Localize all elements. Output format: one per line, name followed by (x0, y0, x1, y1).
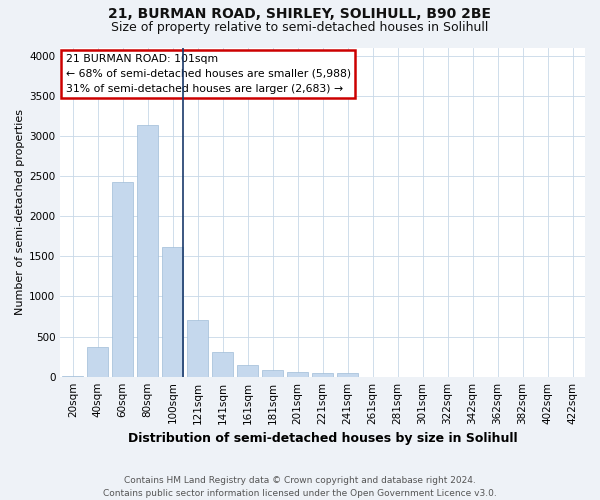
Bar (112, 182, 133, 376)
Text: Contains HM Land Registry data © Crown copyright and database right 2024.
Contai: Contains HM Land Registry data © Crown c… (103, 476, 497, 498)
Bar (312, 373, 333, 376)
X-axis label: Distribution of semi-detached houses by size in Solihull: Distribution of semi-detached houses by … (128, 432, 517, 445)
Bar (137, 126, 158, 376)
Bar (187, 320, 208, 376)
Bar (87, 347, 109, 376)
Y-axis label: Number of semi-detached properties: Number of semi-detached properties (15, 109, 25, 315)
Bar (162, 246, 184, 376)
Bar (337, 374, 358, 376)
Text: 21, BURMAN ROAD, SHIRLEY, SOLIHULL, B90 2BE: 21, BURMAN ROAD, SHIRLEY, SOLIHULL, B90 … (109, 8, 491, 22)
Text: 21 BURMAN ROAD: 101sqm
← 68% of semi-detached houses are smaller (5,988)
31% of : 21 BURMAN ROAD: 101sqm ← 68% of semi-det… (65, 54, 350, 94)
Bar (237, 364, 258, 376)
Text: Size of property relative to semi-detached houses in Solihull: Size of property relative to semi-detach… (112, 21, 488, 34)
Bar (287, 372, 308, 376)
Bar (262, 370, 283, 376)
Bar (212, 352, 233, 376)
